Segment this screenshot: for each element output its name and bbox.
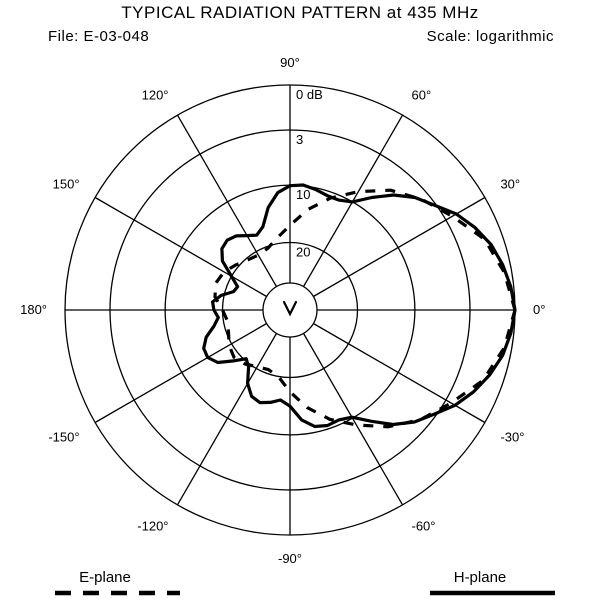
angle-label: 0° (533, 302, 545, 317)
h-plane-trace (204, 185, 515, 427)
ring-db-label: 0 dB (296, 87, 323, 102)
angle-label: 150° (53, 177, 80, 192)
legend-h-label: H-plane (454, 569, 507, 586)
ring-db-label: 10 (296, 187, 310, 202)
angle-label: -60° (412, 518, 436, 533)
angle-label: -150° (48, 430, 79, 445)
angle-label: 120° (142, 88, 169, 103)
legend-e-label: E-plane (79, 569, 131, 586)
ring-db-label: 20 (296, 245, 310, 260)
center-marker (284, 302, 296, 314)
angle-label: -90° (278, 551, 302, 566)
polar-plot: 0° 30° 60° 90° 120° 150° 180° -150° -120° -90° -60… (0, 0, 600, 600)
angle-label: -30° (500, 430, 524, 445)
angle-label: 180° (20, 302, 47, 317)
angle-label: -120° (137, 518, 168, 533)
ring-db-label: 3 (296, 132, 303, 147)
angle-label: 30° (500, 177, 520, 192)
grid-ring (263, 283, 317, 337)
angle-label: 90° (280, 55, 300, 70)
angle-label: 60° (412, 88, 432, 103)
